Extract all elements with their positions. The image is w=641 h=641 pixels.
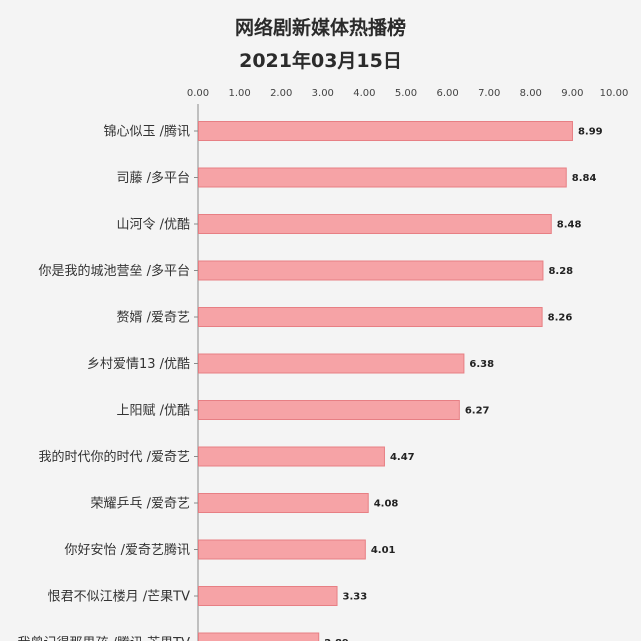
x-tick-label: 10.00 [600, 88, 629, 99]
data-label: 8.48 [557, 220, 582, 231]
x-tick-label: 1.00 [228, 88, 250, 99]
data-label: 2.89 [324, 638, 349, 641]
category-label: 山河令 /优酷 [116, 218, 190, 233]
data-label: 4.08 [374, 499, 399, 510]
bar [198, 307, 543, 327]
x-tick-label: 3.00 [312, 88, 334, 99]
bar [198, 586, 338, 606]
x-tick-label: 0.00 [187, 88, 209, 99]
category-label: 我的时代你的时代 /爱奇艺 [38, 449, 190, 465]
bar [198, 214, 552, 234]
category-label: 赘婿 /爱奇艺 [116, 310, 190, 326]
data-label: 8.28 [548, 266, 573, 277]
data-label: 6.27 [465, 406, 490, 417]
category-label: 司藤 /多平台 [116, 170, 190, 186]
data-label: 8.84 [572, 173, 597, 184]
data-label: 4.47 [390, 452, 415, 463]
x-tick-label: 7.00 [478, 88, 500, 99]
x-tick-label: 6.00 [436, 88, 458, 99]
data-label: 3.33 [343, 592, 368, 603]
category-label: 你是我的城池营垒 /多平台 [38, 263, 190, 279]
bar [198, 400, 460, 420]
category-label: 荣耀乒乓 /爱奇艺 [90, 496, 190, 512]
bar [198, 167, 567, 188]
category-label: 我曾记得那男孩 /腾讯 芒果TV [18, 635, 191, 641]
bar [198, 493, 369, 513]
category-label: 乡村爱情13 /优酷 [87, 357, 190, 372]
chart-subtitle: 2021年03月15日 [239, 50, 402, 72]
x-tick-label: 5.00 [395, 88, 417, 99]
bar [198, 121, 573, 141]
bar [198, 632, 320, 641]
bar [198, 539, 366, 560]
category-label: 锦心似玉 /腾讯 [103, 124, 190, 140]
category-label: 你好安怡 /爱奇艺腾讯 [64, 542, 190, 558]
data-label: 6.38 [469, 359, 494, 370]
bar [198, 260, 544, 281]
x-tick-label: 9.00 [561, 88, 583, 99]
bar [198, 353, 465, 374]
x-tick-label: 2.00 [270, 88, 292, 99]
data-label: 8.26 [548, 313, 573, 324]
category-label: 恨君不似江楼月 /芒果TV [48, 589, 190, 605]
data-label: 4.01 [371, 545, 396, 556]
bar [198, 446, 385, 467]
data-label: 8.99 [578, 127, 603, 138]
category-label: 上阳赋 /优酷 [116, 404, 190, 419]
chart-title: 网络剧新媒体热播榜 [234, 17, 406, 39]
x-tick-label: 8.00 [520, 88, 542, 99]
x-tick-label: 4.00 [353, 88, 375, 99]
